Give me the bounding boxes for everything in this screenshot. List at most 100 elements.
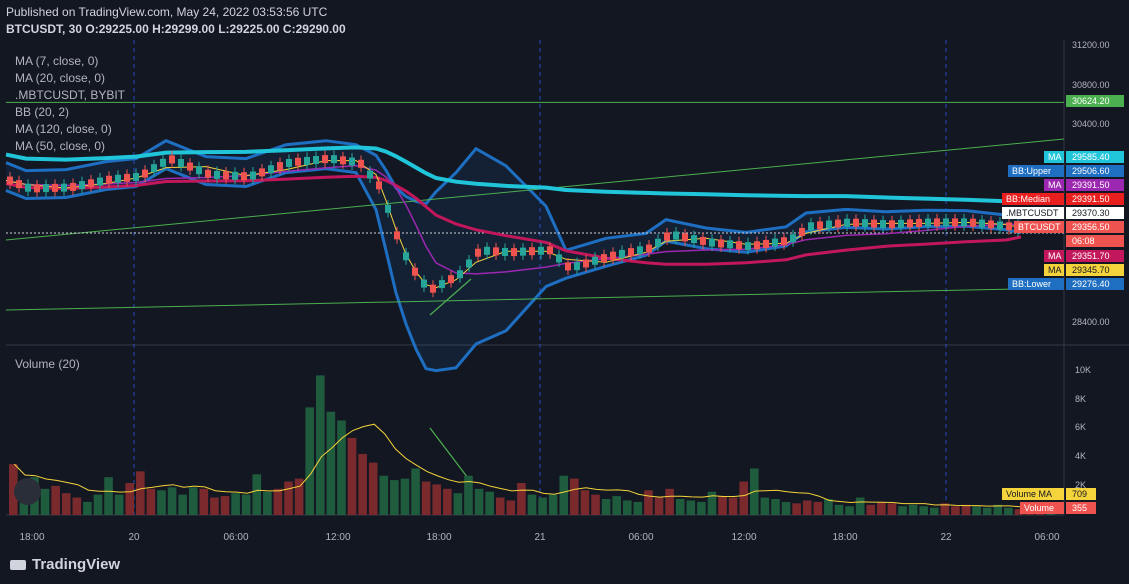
volume-bar (622, 500, 632, 515)
volume-bar (570, 478, 579, 515)
price-label-name: BB:Upper (1012, 166, 1051, 176)
price-label-value: 29506.60 (1072, 166, 1110, 176)
candle-body (250, 171, 256, 180)
volume-tick-label: 4K (1075, 451, 1086, 461)
volume-bar (114, 494, 124, 515)
price-arrow (429, 278, 472, 316)
price-label-box (1066, 165, 1124, 177)
candle-body (853, 218, 859, 227)
candle-body (187, 162, 193, 171)
volume-bar (813, 501, 823, 515)
volume-bar (506, 500, 516, 515)
volume-bar (993, 504, 1003, 515)
volume-bar (781, 501, 791, 515)
candle-body (70, 182, 76, 191)
price-label-name: MA (1048, 180, 1062, 190)
candle-body (232, 171, 238, 180)
candle-body (745, 242, 751, 251)
candle-body (772, 238, 778, 247)
price-label-value: 29276.40 (1072, 279, 1110, 289)
candle-body (178, 159, 184, 167)
candle-body (448, 275, 454, 284)
candle-body (286, 158, 292, 167)
volume-bar (845, 506, 854, 515)
candle-body (718, 239, 724, 248)
volume-bar (898, 506, 907, 515)
price-label-name-box (1044, 179, 1064, 191)
time-tick-label: 06:00 (223, 532, 248, 543)
volume-bar (760, 497, 770, 515)
volume-bar (432, 484, 442, 515)
volume-bar (591, 494, 600, 515)
volume-bar (411, 468, 420, 515)
candle-body (898, 219, 904, 228)
volume-bar (517, 483, 526, 515)
candle-body (619, 249, 625, 258)
volume-bar (9, 464, 18, 515)
volume-bar (51, 485, 60, 515)
volume-bar (453, 493, 463, 515)
candle-body (781, 237, 787, 246)
volume-bar (919, 506, 928, 515)
volume-bar (527, 494, 537, 515)
price-label-value: 30624.20 (1072, 96, 1110, 106)
candle-body (871, 219, 877, 228)
published-line: Published on TradingView.com, May 24, 20… (6, 5, 328, 19)
volume-tick-label: 10K (1075, 365, 1091, 375)
volume-bar (72, 497, 82, 515)
trendline-upper (5, 138, 1065, 241)
candle-body (394, 231, 400, 240)
volume-legend[interactable]: Volume (20) (15, 357, 80, 371)
price-label-name: MA (1048, 265, 1062, 275)
low-value: 29225.00 (229, 22, 280, 36)
price-label-value: 29351.70 (1072, 251, 1110, 261)
candle-body (16, 180, 22, 189)
volume-bar (559, 475, 569, 515)
candle-body (502, 247, 508, 256)
candle-body (430, 284, 436, 293)
candle-body (205, 169, 211, 178)
volume-bar (474, 488, 484, 515)
close-value: 29290.00 (295, 22, 346, 36)
price-label-value: 29345.70 (1072, 265, 1110, 275)
price-tick-label: 31200.00 (1072, 40, 1110, 50)
candle-body (673, 231, 679, 240)
volume-bar (263, 491, 272, 515)
volume-arrow (429, 427, 472, 483)
candle-body (988, 220, 994, 229)
price-label-box (1066, 221, 1124, 233)
legend-ma20[interactable]: MA (20, close, 0) (15, 71, 106, 85)
candle-body (169, 155, 175, 164)
volume-bar (220, 496, 230, 515)
price-label-box (1066, 207, 1124, 219)
volume-bar (601, 499, 611, 515)
candle-body (862, 219, 868, 228)
volume-label-name: Volume (1024, 503, 1054, 513)
candle-body (691, 235, 697, 244)
volume-bar (548, 494, 558, 515)
legend-ma120[interactable]: MA (120, close, 0) (15, 122, 112, 136)
volume-bar (665, 488, 674, 515)
volume-bar (961, 504, 971, 515)
volume-bar (443, 488, 452, 515)
candle-body (43, 184, 49, 193)
symbol-label: BTCUSDT, 30 (6, 22, 83, 36)
volume-bar (739, 481, 749, 515)
volume-bar (1014, 509, 1024, 515)
price-label-name: BB:Median (1006, 194, 1050, 204)
legend-bb[interactable]: BB (20, 2) (15, 105, 70, 119)
candle-body (52, 183, 58, 192)
volume-bar (104, 477, 113, 515)
volume-bar (866, 504, 876, 515)
volume-bar (136, 471, 145, 515)
legend-ma7[interactable]: MA (7, close, 0) (15, 54, 99, 68)
candle-body (259, 168, 265, 177)
price-label-name: BB:Lower (1012, 279, 1051, 289)
candle-body (655, 238, 661, 247)
legend-mbtcusdt[interactable]: .MBTCUSDT, BYBIT (15, 88, 126, 102)
time-tick-label: 22 (940, 532, 952, 543)
volume-bar (855, 497, 865, 515)
legend-ma50[interactable]: MA (50, close, 0) (15, 139, 106, 153)
candle-body (1006, 222, 1012, 231)
